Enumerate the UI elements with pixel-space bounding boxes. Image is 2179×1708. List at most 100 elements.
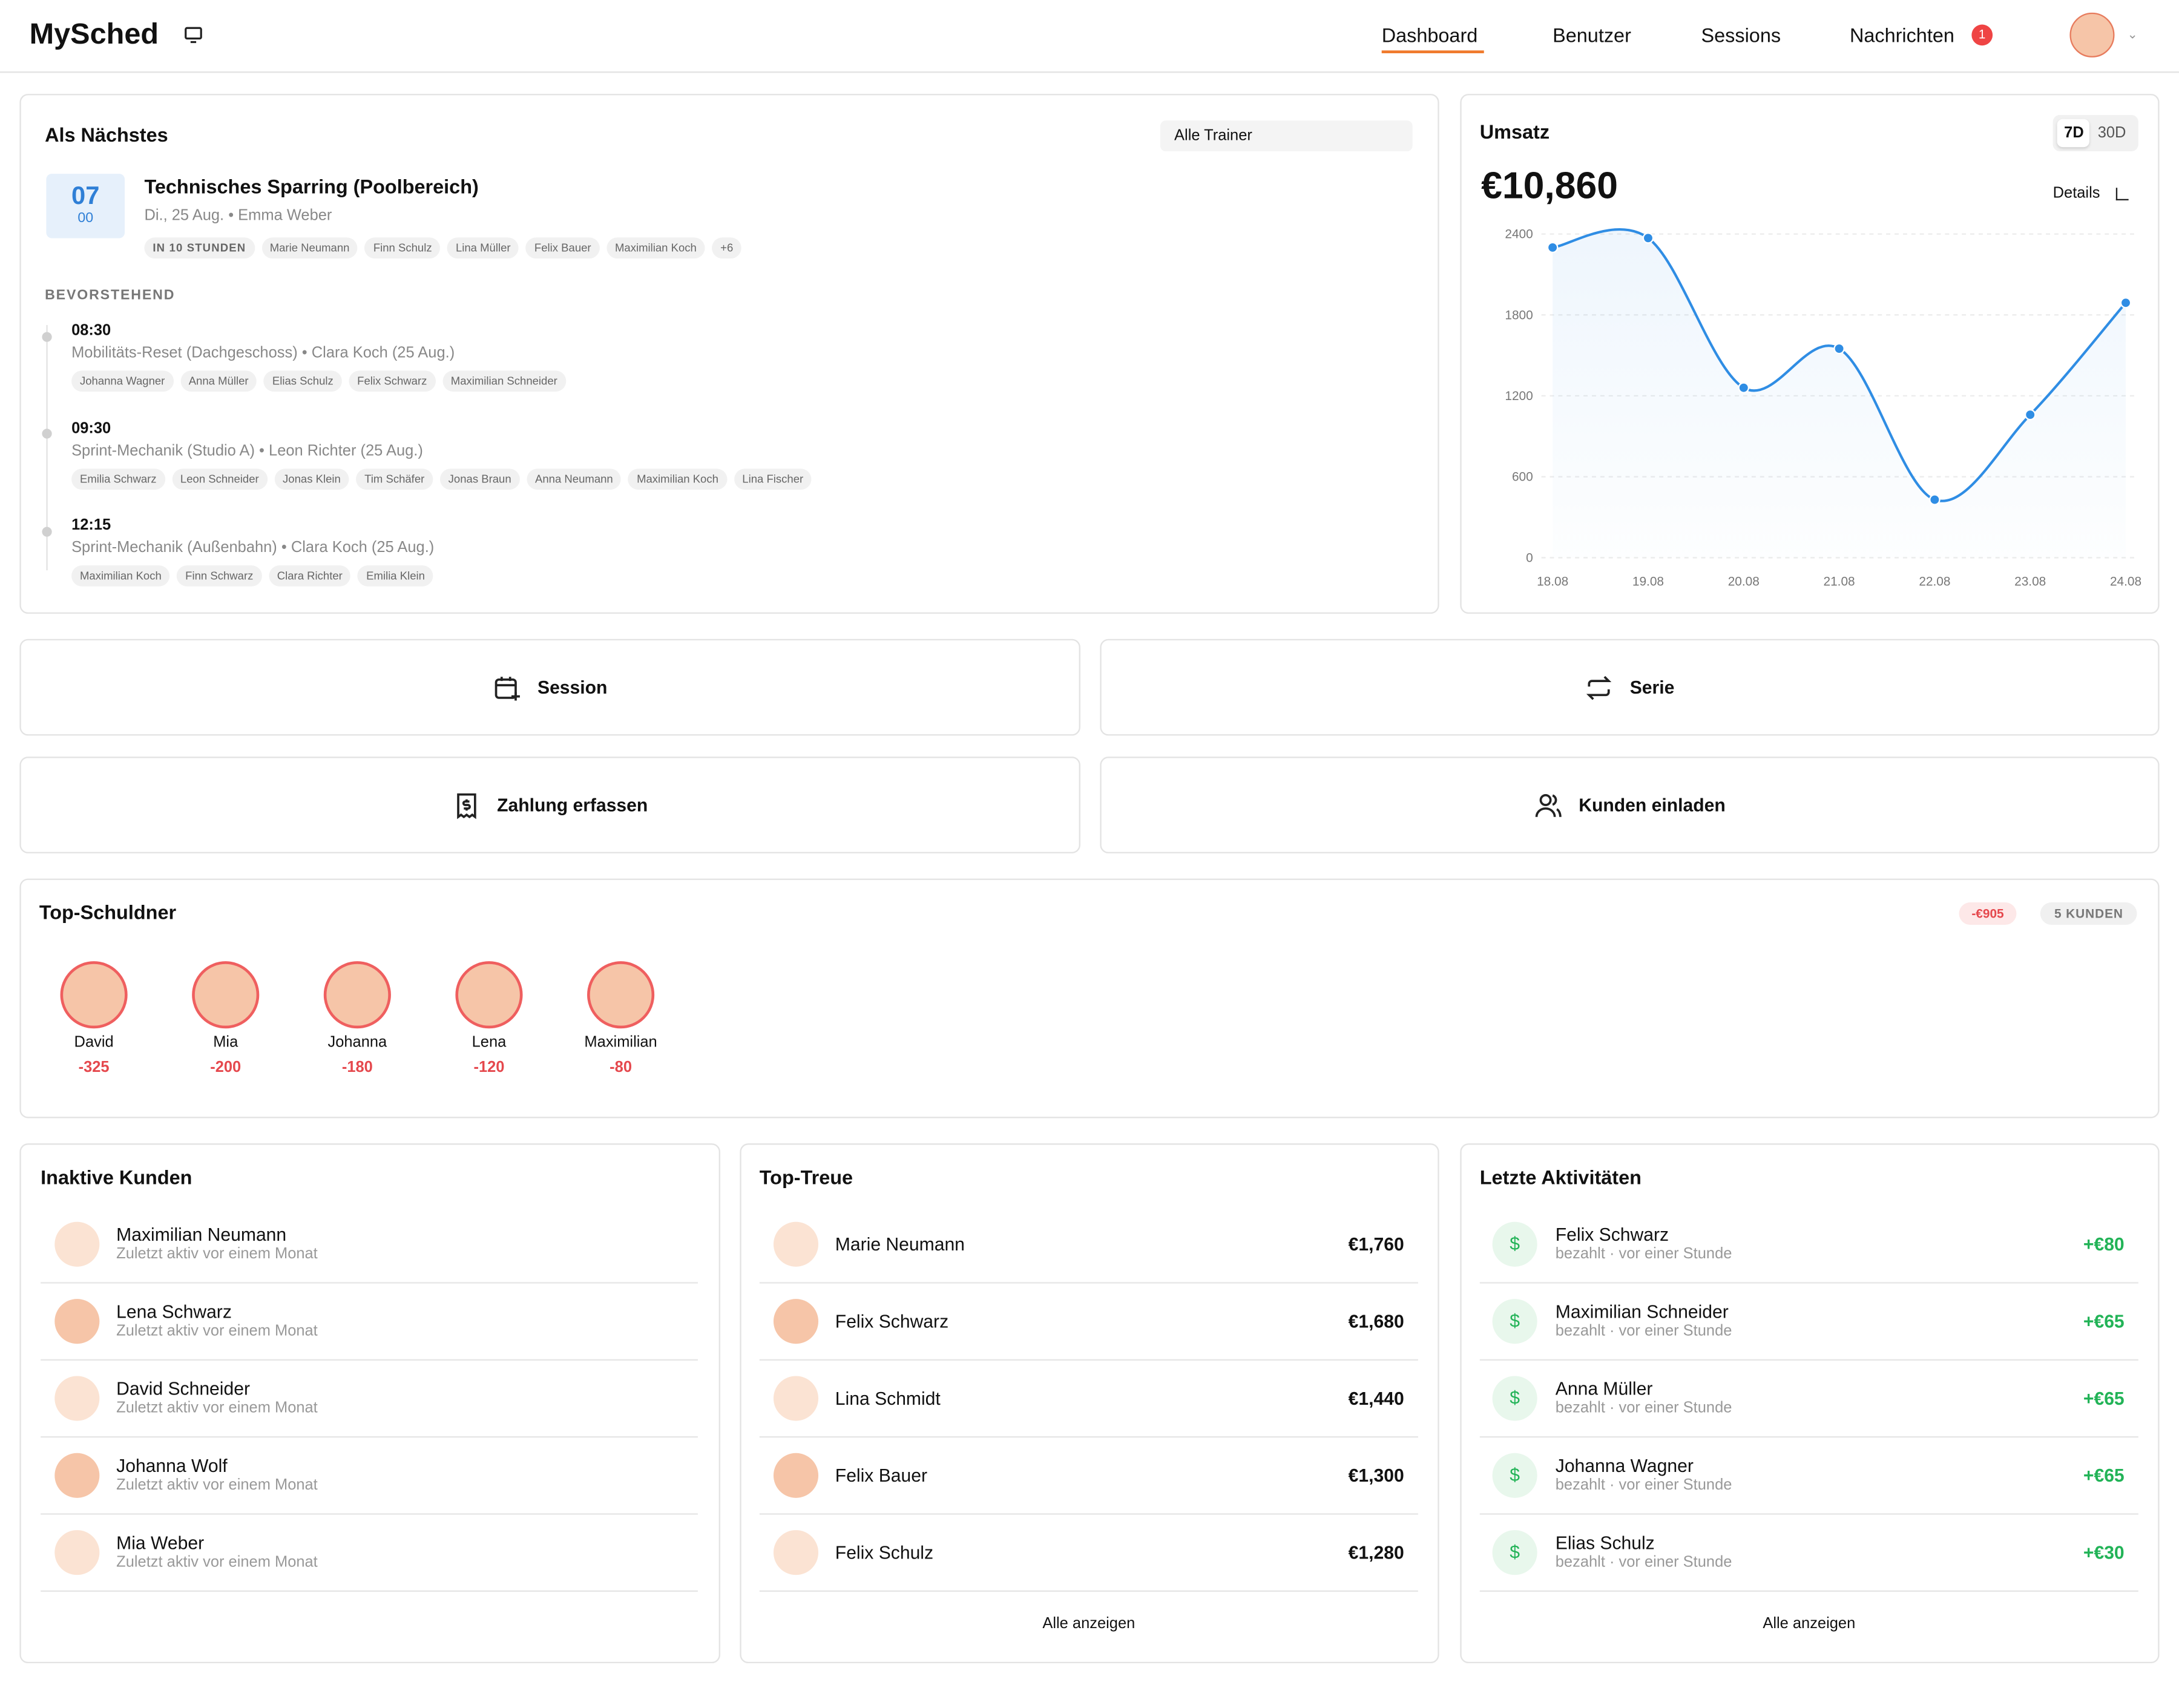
next-card <box>19 94 1439 614</box>
customer-avatar <box>773 1221 819 1267</box>
tag: +6 <box>712 237 742 259</box>
customer-status: Zuletzt aktiv vor einem Monat <box>116 1554 318 1571</box>
filter-label[interactable]: Alle Trainer <box>1174 127 1252 145</box>
timeline <box>46 325 48 571</box>
range-active <box>2057 119 2089 148</box>
customer-status: bezahlt · vor einer Stunde <box>1555 1246 1732 1263</box>
customer-name: Felix Schwarz <box>1555 1224 1669 1245</box>
nav-item[interactable]: Benutzer <box>1553 24 1631 47</box>
upcoming-desc: Sprint-Mechanik (Studio A) • Leon Richte… <box>71 442 423 459</box>
customer-status: Zuletzt aktiv vor einem Monat <box>116 1477 318 1494</box>
row-divider <box>1479 1436 2138 1438</box>
action-button[interactable]: Kunden einladen <box>1100 757 2160 853</box>
customer-avatar <box>54 1530 100 1575</box>
inactive-card <box>19 1143 720 1664</box>
customer-amount: €1,680 <box>1348 1310 1404 1332</box>
payment-amount: +€65 <box>2083 1388 2125 1409</box>
data-point <box>1929 494 1941 505</box>
chevron: ⌄ <box>2127 27 2138 42</box>
details-link[interactable]: Details <box>2052 185 2100 202</box>
x-tick-label: 24.08 <box>2110 575 2141 589</box>
action-label: Kunden einladen <box>1579 794 1726 816</box>
customer-avatar <box>54 1453 100 1498</box>
nav-item[interactable]: Dashboard <box>1381 24 1478 47</box>
customer-name: Elias Schulz <box>1555 1532 1655 1554</box>
tag: Finn Schwarz <box>177 565 262 586</box>
repeat-icon <box>1586 675 1612 700</box>
details-icon <box>2115 188 2129 201</box>
customer-name: Felix Schwarz <box>835 1310 949 1332</box>
customer-amount: €1,760 <box>1348 1233 1404 1255</box>
x-tick-label: 21.08 <box>1824 575 1855 589</box>
x-tick-label: 23.08 <box>2014 575 2046 589</box>
customer-avatar <box>773 1376 819 1421</box>
customer-name: Mia Weber <box>116 1532 205 1554</box>
debt-count: 5 KUNDEN <box>2040 902 2138 925</box>
row-divider <box>759 1282 1418 1284</box>
row-divider <box>41 1282 698 1284</box>
customer-status: Zuletzt aktiv vor einem Monat <box>116 1246 318 1263</box>
payment-icon: $ <box>1492 1530 1537 1575</box>
tag: Maximilian Koch <box>606 237 705 259</box>
customer-name: Felix Bauer <box>835 1465 928 1486</box>
upcoming-desc: Sprint-Mechanik (Außenbahn) • Clara Koch… <box>71 539 435 557</box>
debt-total: -€905 <box>1959 902 2017 925</box>
row-divider <box>1479 1282 2138 1284</box>
action-button[interactable]: Serie <box>1100 639 2160 736</box>
customer-status: bezahlt · vor einer Stunde <box>1555 1322 1732 1340</box>
debtor-avatar <box>587 961 655 1029</box>
section-label: BEVORSTEHEND <box>45 287 176 304</box>
tag-row: Maximilian Koch Finn Schwarz Clara Richter… <box>71 565 433 586</box>
data-point <box>1738 382 1750 393</box>
tag: Marie Neumann <box>261 237 358 259</box>
range-option[interactable]: 30D <box>2097 125 2126 142</box>
debtor-avatar <box>192 961 260 1029</box>
x-tick-label: 22.08 <box>1919 575 1950 589</box>
date-month: 00 <box>77 211 94 226</box>
action-button[interactable]: Zahlung erfassen <box>19 757 1080 853</box>
upcoming-time: 09:30 <box>71 419 111 437</box>
show-all[interactable]: Alle anzeigen <box>1763 1615 1856 1633</box>
nav-item[interactable]: Sessions <box>1701 24 1781 47</box>
tag: Maximilian Schneider <box>442 370 566 392</box>
trainer-filter <box>1160 120 1413 152</box>
users-icon <box>1534 793 1561 816</box>
action-label: Serie <box>1629 677 1675 698</box>
customer-name: Maximilian Neumann <box>116 1224 287 1245</box>
tag: Felix Bauer <box>526 237 600 259</box>
x-tick-label: 20.08 <box>1728 575 1760 589</box>
show-all[interactable]: Alle anzeigen <box>1042 1615 1136 1633</box>
user-avatar <box>2069 12 2115 57</box>
customer-name: Johanna Wolf <box>116 1455 228 1476</box>
data-point <box>2120 297 2132 309</box>
customer-status: bezahlt · vor einer Stunde <box>1555 1477 1732 1494</box>
range-option[interactable]: 7D <box>2064 125 2084 142</box>
customer-name: Anna Müller <box>1555 1378 1653 1399</box>
x-tick-label: 18.08 <box>1537 575 1568 589</box>
row-divider <box>1479 1513 2138 1515</box>
debtor-amount: -120 <box>473 1059 505 1077</box>
revenue-total: €10,860 <box>1481 165 1619 207</box>
monitor-icon <box>185 27 202 44</box>
tag: Maximilian Koch <box>628 468 727 489</box>
payment-amount: +€80 <box>2083 1233 2125 1255</box>
customer-avatar <box>54 1299 100 1344</box>
notification-badge: 1 <box>1971 24 1993 46</box>
x-tick-label: 19.08 <box>1632 575 1664 589</box>
debtor-amount: -200 <box>210 1059 242 1077</box>
row-divider <box>41 1359 698 1361</box>
nav-item[interactable]: Nachrichten <box>1849 24 1954 47</box>
timeline-dot <box>42 526 52 536</box>
card-title: Top-Schuldner <box>39 901 177 924</box>
customer-amount: €1,300 <box>1348 1465 1404 1486</box>
tag: Clara Richter <box>268 565 351 586</box>
customer-name: Lina Schmidt <box>835 1388 941 1409</box>
customer-name: Lena Schwarz <box>116 1301 232 1322</box>
card-title: Top-Treue <box>759 1166 853 1189</box>
action-button[interactable]: Session <box>19 639 1080 736</box>
debtor-amount: -325 <box>78 1059 110 1077</box>
tag: Jonas Braun <box>439 468 520 489</box>
debtor-name: Johanna <box>327 1034 387 1051</box>
